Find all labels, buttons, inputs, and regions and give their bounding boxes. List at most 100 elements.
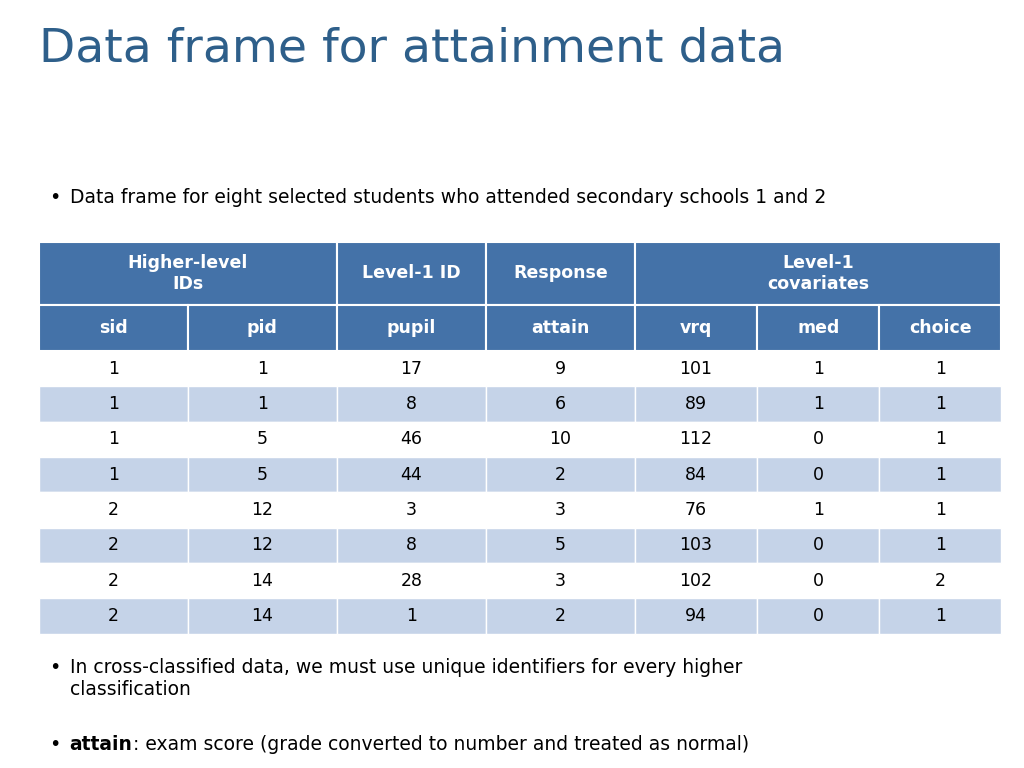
Bar xyxy=(635,457,757,492)
Bar xyxy=(486,598,635,634)
Text: med: med xyxy=(797,319,840,337)
Text: 1: 1 xyxy=(935,501,946,519)
Text: 3: 3 xyxy=(555,571,566,590)
Text: •: • xyxy=(49,658,60,677)
Bar xyxy=(635,351,757,386)
Bar xyxy=(337,305,486,351)
Text: choice: choice xyxy=(909,319,972,337)
Text: 1: 1 xyxy=(935,607,946,625)
Text: Level-1
covariates: Level-1 covariates xyxy=(767,254,869,293)
Text: 14: 14 xyxy=(252,607,273,625)
Text: 1: 1 xyxy=(257,395,268,413)
Text: pupil: pupil xyxy=(387,319,436,337)
Text: 0: 0 xyxy=(813,571,823,590)
Text: 1: 1 xyxy=(108,430,119,449)
Text: 1: 1 xyxy=(935,430,946,449)
Bar xyxy=(757,305,880,351)
Bar xyxy=(337,351,486,386)
Text: 94: 94 xyxy=(685,607,707,625)
Bar xyxy=(188,528,337,563)
Text: 12: 12 xyxy=(252,536,273,554)
Bar xyxy=(188,563,337,598)
Bar xyxy=(486,386,635,422)
Bar xyxy=(486,528,635,563)
Text: 5: 5 xyxy=(257,465,268,484)
Bar xyxy=(337,528,486,563)
Bar xyxy=(39,457,188,492)
Bar xyxy=(486,351,635,386)
Text: 112: 112 xyxy=(680,430,713,449)
Text: vrq: vrq xyxy=(680,319,713,337)
Text: 1: 1 xyxy=(108,359,119,378)
Text: 1: 1 xyxy=(257,359,268,378)
Text: 103: 103 xyxy=(680,536,713,554)
Text: 1: 1 xyxy=(935,395,946,413)
Bar xyxy=(39,492,188,528)
Bar xyxy=(337,386,486,422)
Text: 17: 17 xyxy=(400,359,423,378)
Bar xyxy=(39,563,188,598)
Bar xyxy=(757,528,880,563)
Bar xyxy=(757,492,880,528)
Bar xyxy=(39,351,188,386)
Text: Higher-level
IDs: Higher-level IDs xyxy=(128,254,248,293)
Text: •: • xyxy=(49,188,60,207)
Text: attain: attain xyxy=(531,319,590,337)
Bar xyxy=(635,598,757,634)
Text: 2: 2 xyxy=(108,536,119,554)
Text: 2: 2 xyxy=(935,571,946,590)
Text: •: • xyxy=(49,735,60,754)
Bar xyxy=(188,422,337,457)
Text: 76: 76 xyxy=(685,501,708,519)
Bar xyxy=(635,563,757,598)
Bar xyxy=(39,528,188,563)
Text: 8: 8 xyxy=(406,536,417,554)
Text: 5: 5 xyxy=(555,536,566,554)
Text: 1: 1 xyxy=(108,395,119,413)
Text: 28: 28 xyxy=(400,571,423,590)
Text: pid: pid xyxy=(247,319,278,337)
Bar xyxy=(337,242,486,305)
Bar xyxy=(635,386,757,422)
Text: 9: 9 xyxy=(555,359,566,378)
Bar xyxy=(188,305,337,351)
Text: 102: 102 xyxy=(680,571,713,590)
Text: 44: 44 xyxy=(400,465,422,484)
Text: 0: 0 xyxy=(813,465,823,484)
Bar xyxy=(635,492,757,528)
Bar xyxy=(188,492,337,528)
Text: sid: sid xyxy=(99,319,128,337)
Text: 1: 1 xyxy=(813,395,823,413)
Bar xyxy=(188,351,337,386)
Bar xyxy=(635,528,757,563)
Text: 3: 3 xyxy=(406,501,417,519)
Bar xyxy=(337,457,486,492)
Text: 0: 0 xyxy=(813,536,823,554)
Bar xyxy=(880,422,1001,457)
Bar xyxy=(486,422,635,457)
Bar xyxy=(635,422,757,457)
Text: 2: 2 xyxy=(555,607,566,625)
Bar xyxy=(337,492,486,528)
Text: Data frame for eight selected students who attended secondary schools 1 and 2: Data frame for eight selected students w… xyxy=(70,188,826,207)
Bar xyxy=(486,305,635,351)
Text: 0: 0 xyxy=(813,430,823,449)
Bar xyxy=(880,457,1001,492)
Text: 12: 12 xyxy=(252,501,273,519)
Text: 1: 1 xyxy=(813,501,823,519)
Bar xyxy=(486,457,635,492)
Text: 14: 14 xyxy=(252,571,273,590)
Bar xyxy=(39,242,337,305)
Text: 84: 84 xyxy=(685,465,707,484)
Bar xyxy=(880,386,1001,422)
Bar xyxy=(635,242,1001,305)
Bar xyxy=(880,492,1001,528)
Bar xyxy=(757,457,880,492)
Text: 3: 3 xyxy=(555,501,566,519)
Bar xyxy=(757,351,880,386)
Bar xyxy=(486,492,635,528)
Text: 2: 2 xyxy=(555,465,566,484)
Bar xyxy=(880,598,1001,634)
Text: Level-1 ID: Level-1 ID xyxy=(362,264,461,283)
Text: 101: 101 xyxy=(680,359,713,378)
